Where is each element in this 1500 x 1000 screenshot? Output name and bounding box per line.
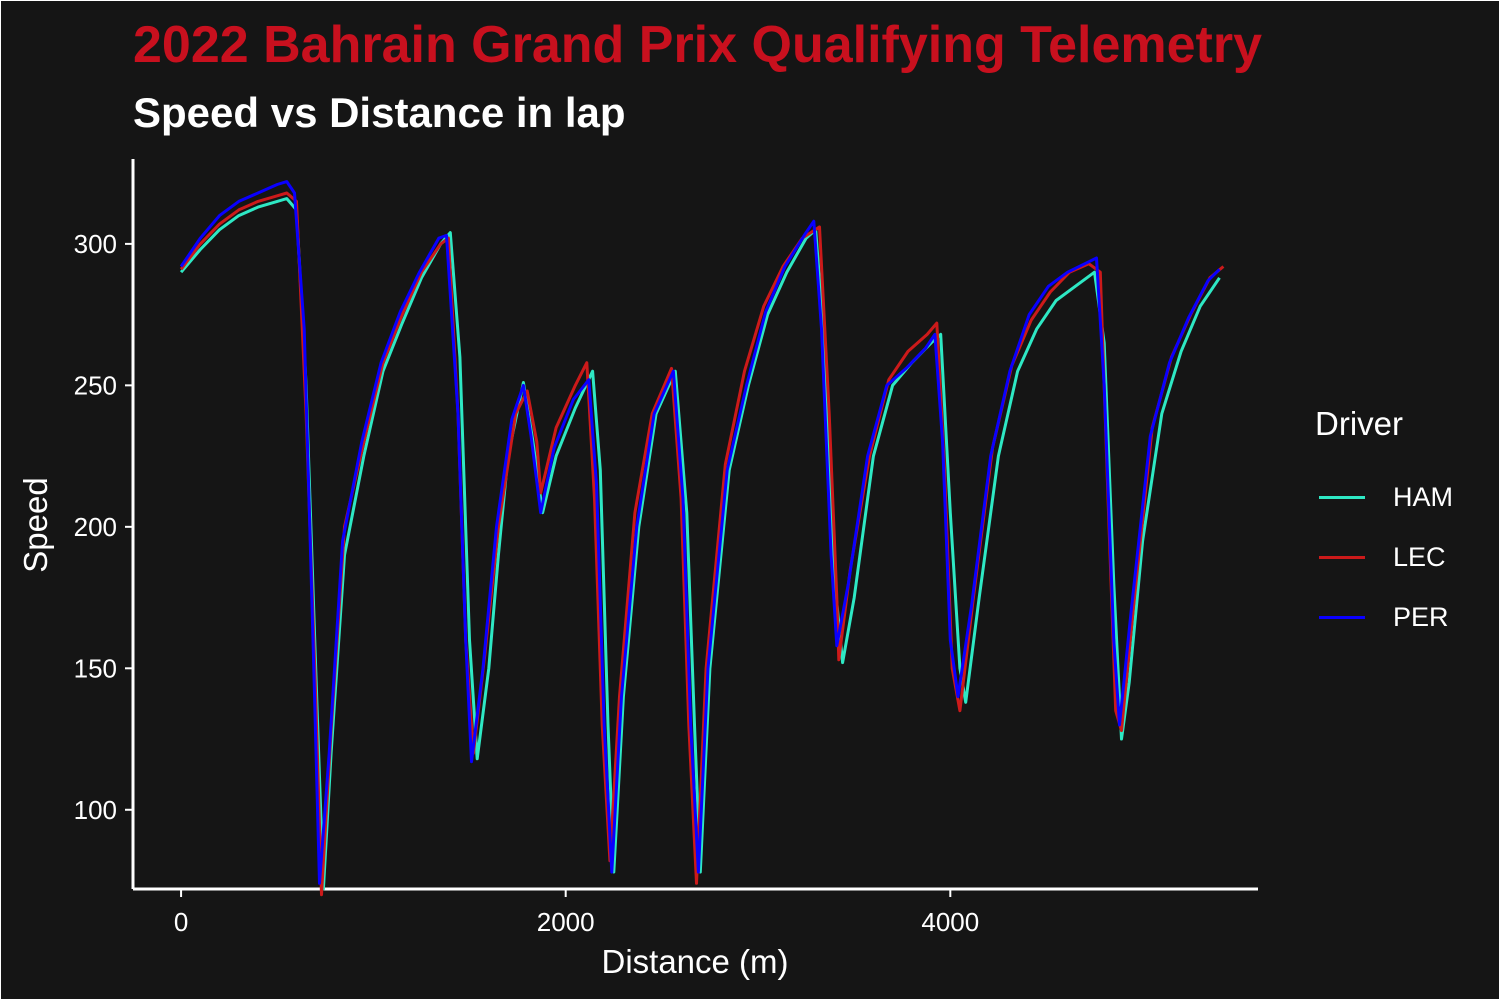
series-line-ham [179,197,1221,891]
y-tick-label: 250 [74,370,117,400]
x-tick-label: 2000 [537,907,595,937]
x-axis-ticks: 0 2000 4000 [174,889,979,937]
legend-item-lec: LEC [1315,527,1453,587]
y-axis-ticks: 100 150 200 250 300 [74,229,133,825]
legend-label: HAM [1393,481,1453,512]
series-line-per [179,180,1221,885]
legend-item-ham: HAM [1315,467,1453,527]
y-tick-label: 200 [74,512,117,542]
legend-swatch [1319,615,1365,619]
legend-title: Driver [1315,405,1403,442]
legend-swatch [1319,495,1365,499]
y-tick-label: 100 [74,795,117,825]
legend-label: PER [1393,601,1449,632]
y-axis-label: Speed [17,477,54,572]
x-tick-label: 0 [174,907,188,937]
y-tick-label: 300 [74,229,117,259]
series-lines [179,180,1225,897]
legend-swatch [1319,555,1365,559]
legend: Driver HAM LEC PER [1315,405,1453,647]
x-tick-label: 4000 [921,907,979,937]
legend-label: LEC [1393,541,1446,572]
legend-item-per: PER [1315,587,1453,647]
chart-subtitle: Speed vs Distance in lap [133,89,626,136]
x-axis-label: Distance (m) [601,943,788,980]
y-tick-label: 150 [74,653,117,683]
chart-title: 2022 Bahrain Grand Prix Qualifying Telem… [133,16,1262,74]
